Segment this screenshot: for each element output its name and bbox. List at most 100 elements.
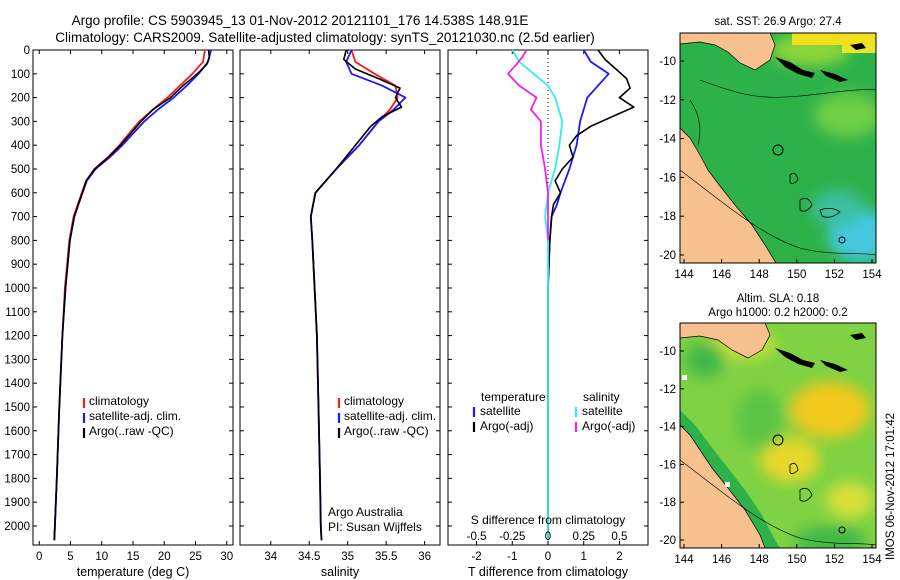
reef-2 xyxy=(789,172,799,184)
x-tick-label: 35 xyxy=(341,551,354,563)
latitude-label: -16 xyxy=(659,459,676,471)
depth-tick-label: 1400 xyxy=(4,378,30,390)
argo-float-marker-sla xyxy=(772,434,784,446)
depth-tick-label: 1900 xyxy=(4,497,30,509)
s-diff-tick-label: 0.25 xyxy=(573,531,595,543)
reef-sla-2 xyxy=(789,462,799,474)
secondary-marker xyxy=(838,236,846,244)
series-line-argo-raw-qc- xyxy=(309,49,403,541)
sla-low-patch xyxy=(736,390,784,450)
new-guinea-land-sla xyxy=(680,323,771,359)
depth-tick-label: 1500 xyxy=(4,402,30,414)
longitude-label: 144 xyxy=(674,269,694,281)
longitude-label: 144 xyxy=(674,554,694,566)
depth-tick-label: 1300 xyxy=(4,354,30,366)
longitude-label: 146 xyxy=(712,269,731,281)
imos-timestamp: IMOS 06-Nov-2012 17:01:42 xyxy=(885,413,897,560)
sla-high-patch xyxy=(790,382,870,438)
sla-high-patch-2 xyxy=(760,438,820,482)
reef xyxy=(799,197,813,212)
longitude-label: 150 xyxy=(787,554,806,566)
longitude-label: 148 xyxy=(750,554,769,566)
sst-map-panel: sat. SST: 26.9 Argo: 27.4 xyxy=(659,16,882,281)
depth-tick-label: 0 xyxy=(24,45,30,57)
x-tick-label: 35.5 xyxy=(375,551,397,563)
latitude-label: -10 xyxy=(659,346,676,358)
x-tick-label: -1 xyxy=(507,551,517,563)
sst-contour-3 xyxy=(689,99,701,146)
depth-tick-label: 1000 xyxy=(4,283,30,295)
australia-land-sla xyxy=(680,424,766,548)
legend-temperature-title: temperature xyxy=(481,390,546,404)
x-tick-label: 34.5 xyxy=(298,551,320,563)
sla-map-panel: Altim. SLA: 0.18 Argo h1000: 0.2 h2000: … xyxy=(659,293,882,566)
depth-tick-label: 1700 xyxy=(4,450,30,462)
legend-salinity-title: salinity xyxy=(583,390,620,404)
temperature-panel: 0100200300400500600700800900100011001200… xyxy=(4,45,234,579)
x-tick-label: 10 xyxy=(95,551,108,563)
pi-name-label: PI: Susan Wijffels xyxy=(328,520,422,534)
longitude-label: 154 xyxy=(862,269,882,281)
x-tick-label: 15 xyxy=(127,551,140,563)
legend-argo: Argo(..raw -QC) xyxy=(344,424,429,438)
latitude-label: -12 xyxy=(659,95,676,107)
difference-top-xlabel: S difference from climatology xyxy=(471,513,626,527)
temperature-plot-frame xyxy=(32,49,234,546)
x-tick-label: 20 xyxy=(158,551,171,563)
depth-tick-label: 2000 xyxy=(4,521,30,533)
x-tick-label: 5 xyxy=(67,551,73,563)
longitude-label: 152 xyxy=(825,269,844,281)
difference-legend: temperature satellite Argo(-adj) salinit… xyxy=(472,390,635,433)
sst-map-frame xyxy=(679,32,877,264)
temperature-xlabel: temperature (deg C) xyxy=(77,565,190,579)
longitude-label: 150 xyxy=(787,269,806,281)
difference-panel: -2 -1 0 1 2 T difference from climatology S … xyxy=(447,49,649,579)
depth-tick-label: 1200 xyxy=(4,331,30,343)
argo-australia-label: Argo Australia xyxy=(328,505,403,519)
x-tick-label: -2 xyxy=(471,551,481,563)
depth-tick-label: 1600 xyxy=(4,426,30,438)
x-tick-label: 30 xyxy=(220,551,233,563)
latitude-label: -20 xyxy=(659,250,676,262)
sla-map-frame xyxy=(679,322,877,549)
sla-map-title-2: Argo h1000: 0.2 h2000: 0.2 xyxy=(708,307,847,319)
latitude-label: -10 xyxy=(659,56,676,68)
depth-tick-label: 200 xyxy=(11,93,30,105)
latitude-label: -18 xyxy=(659,211,676,223)
figure-title-line1: Argo profile: CS 5903945_13 01-Nov-2012 … xyxy=(72,13,529,28)
island-chain-sla xyxy=(775,348,815,368)
latitude-label: -12 xyxy=(659,384,676,396)
sst-contour xyxy=(699,79,876,98)
longitude-label: 148 xyxy=(750,269,769,281)
depth-tick-label: 100 xyxy=(11,69,30,81)
sla-low-patch-3 xyxy=(794,526,866,548)
island-small xyxy=(850,43,866,50)
legend-satellite-adj: satellite-adj. clim. xyxy=(89,409,181,423)
argo-float-marker xyxy=(772,144,784,156)
x-tick-label: 0 xyxy=(36,551,42,563)
longitude-label: 152 xyxy=(825,554,844,566)
series-line-salinity-satellite xyxy=(511,49,564,541)
depth-tick-label: 800 xyxy=(11,235,30,247)
legend-climatology: climatology xyxy=(344,394,404,408)
legend-argo: Argo(..raw -QC) xyxy=(89,424,174,438)
depth-tick-label: 500 xyxy=(11,164,30,176)
latitude-label: -16 xyxy=(659,172,676,184)
depth-tick-label: 1100 xyxy=(5,307,30,319)
legend-sal-satellite: satellite xyxy=(582,404,623,418)
x-tick-label: 1 xyxy=(581,551,587,563)
longitude-label: 154 xyxy=(862,554,882,566)
x-tick-label: 25 xyxy=(189,551,202,563)
longitude-label: 146 xyxy=(712,554,731,566)
island-small-sla xyxy=(850,333,866,340)
x-tick-label: 34 xyxy=(264,551,277,563)
x-tick-label: 2 xyxy=(616,551,622,563)
legend-temp-argo: Argo(-adj) xyxy=(480,419,533,433)
s-diff-tick-label: -0.5 xyxy=(467,531,487,543)
australia-land xyxy=(680,127,777,263)
depth-tick-label: 900 xyxy=(11,259,30,271)
sla-gap xyxy=(682,375,687,380)
legend-sal-argo: Argo(-adj) xyxy=(582,419,635,433)
latitude-label: -14 xyxy=(659,134,676,146)
